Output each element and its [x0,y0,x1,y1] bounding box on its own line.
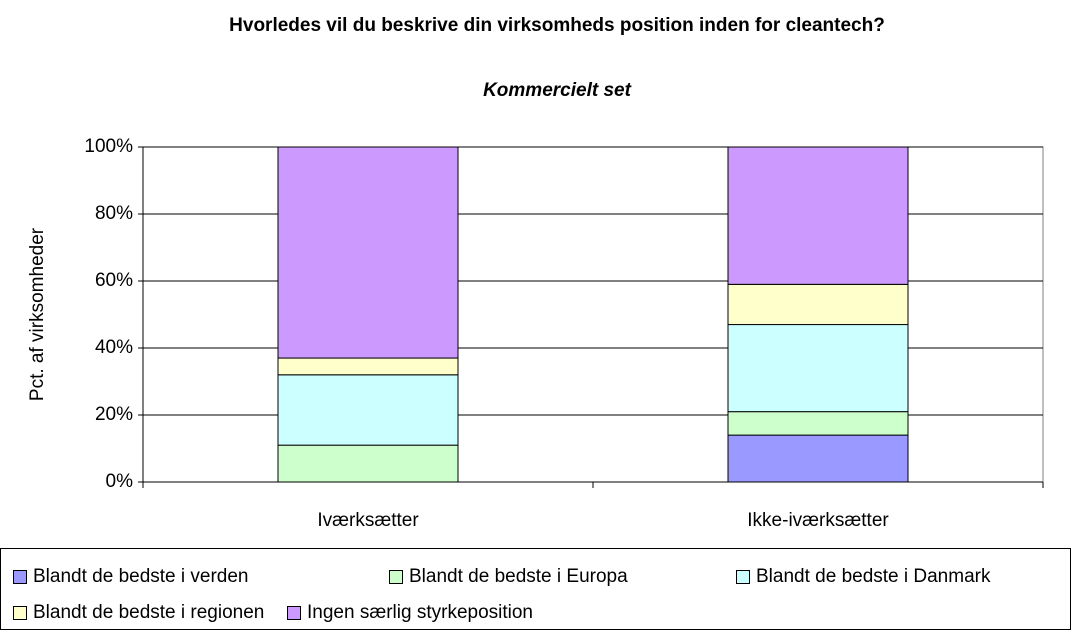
y-tick-label: 20% [95,404,133,425]
y-tick-label: 100% [84,136,133,157]
legend-item: Blandt de bedste i verden [13,566,249,588]
legend-swatch [13,570,27,584]
legend-swatch [13,606,27,620]
x-tick-label: Ikke-iværksætter [747,510,889,531]
chart-subtitle: Kommercielt set [483,80,631,101]
legend-swatch [389,570,403,584]
legend-label: Blandt de bedste i Europa [409,566,628,587]
bar-segment [727,324,909,413]
y-tick-label: 80% [95,203,133,224]
bar-segment [727,434,909,483]
y-axis-label: Pct. af virksomheder [27,227,48,401]
bar-segment [727,146,909,285]
legend-label: Blandt de bedste i regionen [33,602,265,623]
chart-title: Hvorledes vil du beskrive din virksomhed… [229,15,885,36]
y-tick-label: 0% [106,471,134,492]
legend-label: Blandt de bedste i Danmark [756,566,991,587]
legend-label: Ingen særlig styrkeposition [307,602,533,623]
legend: Blandt de bedste i verden Blandt de bedst… [0,548,1071,630]
legend-label: Blandt de bedste i verden [33,566,249,587]
legend-item: Ingen særlig styrkeposition [287,602,533,624]
bar-segment [277,357,459,376]
bar-segment [727,283,909,326]
legend-swatch [736,570,750,584]
bar-segment [277,374,459,446]
legend-item: Blandt de bedste i Danmark [736,566,990,588]
legend-item: Blandt de bedste i Europa [389,566,628,588]
legend-item: Blandt de bedste i regionen [13,602,264,624]
bar-segment [277,146,459,359]
legend-swatch [287,606,301,620]
y-tick-label: 40% [95,337,133,358]
bar-segment [727,411,909,436]
x-tick-label: Iværksætter [317,510,419,531]
bar-segment [277,444,459,483]
y-tick-label: 60% [95,270,133,291]
